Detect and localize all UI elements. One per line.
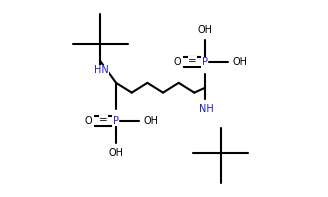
Text: =: = bbox=[188, 56, 197, 66]
Text: OH: OH bbox=[143, 116, 158, 126]
Text: NH: NH bbox=[199, 104, 214, 114]
Text: P: P bbox=[202, 57, 208, 67]
Text: O: O bbox=[174, 57, 181, 67]
Text: HN: HN bbox=[94, 65, 109, 75]
Text: OH: OH bbox=[233, 57, 247, 67]
Text: =: = bbox=[99, 115, 108, 125]
Text: OH: OH bbox=[197, 25, 213, 35]
Text: O: O bbox=[85, 116, 92, 126]
Text: OH: OH bbox=[109, 148, 124, 158]
Text: P: P bbox=[113, 116, 119, 126]
